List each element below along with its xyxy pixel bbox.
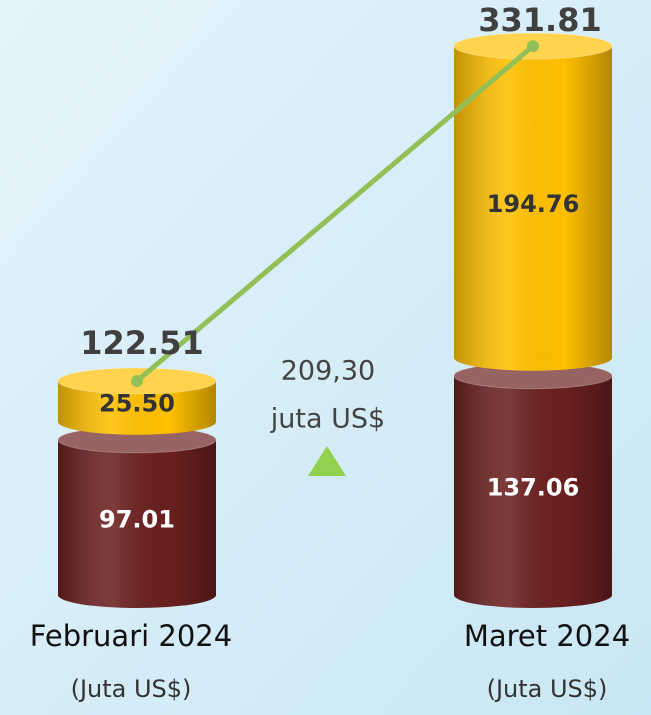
total-point — [131, 374, 143, 387]
cylinder-top-shade — [58, 426, 216, 453]
x-tick-label: Februari 2024 — [30, 619, 232, 653]
value-label: 97.01 — [99, 505, 175, 533]
increase-icon — [308, 446, 346, 476]
value-label: 137.06 — [487, 473, 580, 501]
unit-label: (Juta US$) — [71, 675, 192, 703]
unit-label: (Juta US$) — [487, 675, 608, 703]
x-tick-label: Maret 2024 — [464, 619, 630, 653]
plot: 97.01 25.50 Februari 2024 (Juta US$) 137.06 1… — [30, 1, 630, 703]
cylinder-shade — [58, 439, 216, 595]
value-label: 25.50 — [99, 389, 175, 417]
total-label: 122.51 — [80, 324, 203, 362]
value-label: 194.76 — [487, 190, 580, 218]
annotation: juta US$ — [270, 404, 385, 435]
cylinder-shade — [454, 46, 612, 358]
cylinder-shade — [454, 375, 612, 595]
annotation: 209,30 — [281, 356, 375, 387]
total-point — [527, 40, 539, 53]
total-label: 331.81 — [478, 1, 601, 39]
total-line — [135, 44, 535, 383]
cylinder-top-shade — [454, 362, 612, 389]
